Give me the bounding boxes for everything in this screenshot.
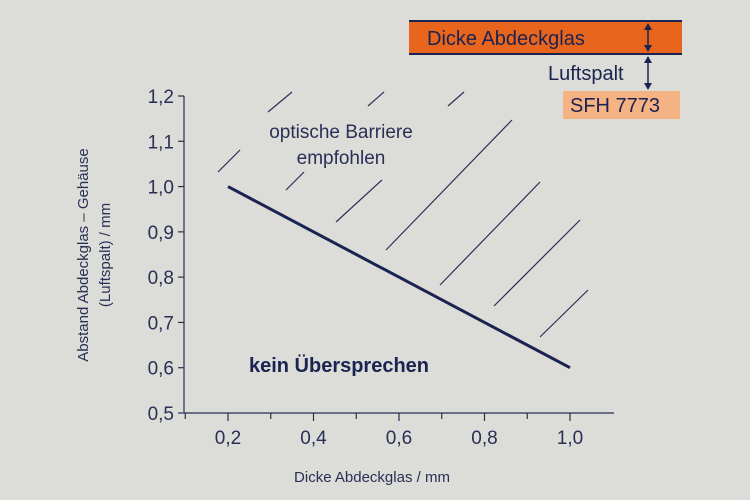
series-group [227, 185, 571, 370]
hatch-line [493, 219, 581, 307]
upper-region-label-line1: optische Barriere [269, 122, 413, 143]
x-ticks: 0,2 0,4 0,6 0,8 1,0 [184, 413, 583, 449]
hatch-line [447, 91, 465, 107]
glass-thickness-arrow-icon [644, 23, 652, 52]
hatch-line [285, 171, 305, 191]
series-line [227, 185, 571, 370]
y-axis-title-line1: Abstand Abdeckglas – Gehäuse [75, 148, 92, 362]
hatch-line [335, 179, 383, 223]
x-tick-label: 1,0 [557, 428, 583, 449]
y-tick-label: 0,7 [148, 313, 174, 334]
hatch-line [217, 149, 241, 173]
y-axis-title-line2: (Luftspalt) / mm [97, 203, 114, 307]
x-tick-label: 0,8 [471, 428, 497, 449]
legend-diagram: Dicke Abdeckglas Luftspalt SFH 7773 [409, 20, 682, 119]
gap-label: Luftspalt [548, 63, 624, 85]
x-axis-title: Dicke Abdeckglas / mm [294, 469, 450, 486]
lower-region-label: kein Übersprechen [249, 354, 429, 377]
glass-label: Dicke Abdeckglas [427, 28, 585, 50]
hatch-line [439, 181, 541, 286]
glass-bar [409, 22, 682, 53]
y-axis-title: Abstand Abdeckglas – Gehäuse (Luftspalt)… [75, 148, 114, 362]
y-tick-label: 0,8 [148, 268, 174, 289]
y-tick-label: 0,5 [148, 404, 174, 425]
x-tick-label: 0,4 [300, 428, 327, 449]
y-tick-label: 1,1 [148, 132, 174, 153]
y-tick-label: 0,6 [148, 359, 174, 380]
sensor-box [563, 91, 680, 119]
x-tick-label: 0,2 [215, 428, 241, 449]
sensor-label: SFH 7773 [570, 95, 660, 117]
y-tick-label: 0,9 [148, 223, 174, 244]
y-ticks: 0,5 0,6 0,7 0,8 0,9 1,0 1,1 1,2 [148, 87, 184, 425]
y-tick-label: 1,0 [148, 178, 174, 199]
upper-region-label-line2: empfohlen [297, 148, 386, 169]
hatch-line [539, 289, 589, 338]
hatch-line [385, 119, 513, 251]
hatch-region [217, 91, 589, 338]
hatch-line [267, 91, 293, 113]
y-tick-label: 1,2 [148, 87, 174, 108]
gap-arrow-icon [644, 56, 652, 90]
x-tick-label: 0,6 [386, 428, 412, 449]
hatch-line [367, 91, 385, 107]
